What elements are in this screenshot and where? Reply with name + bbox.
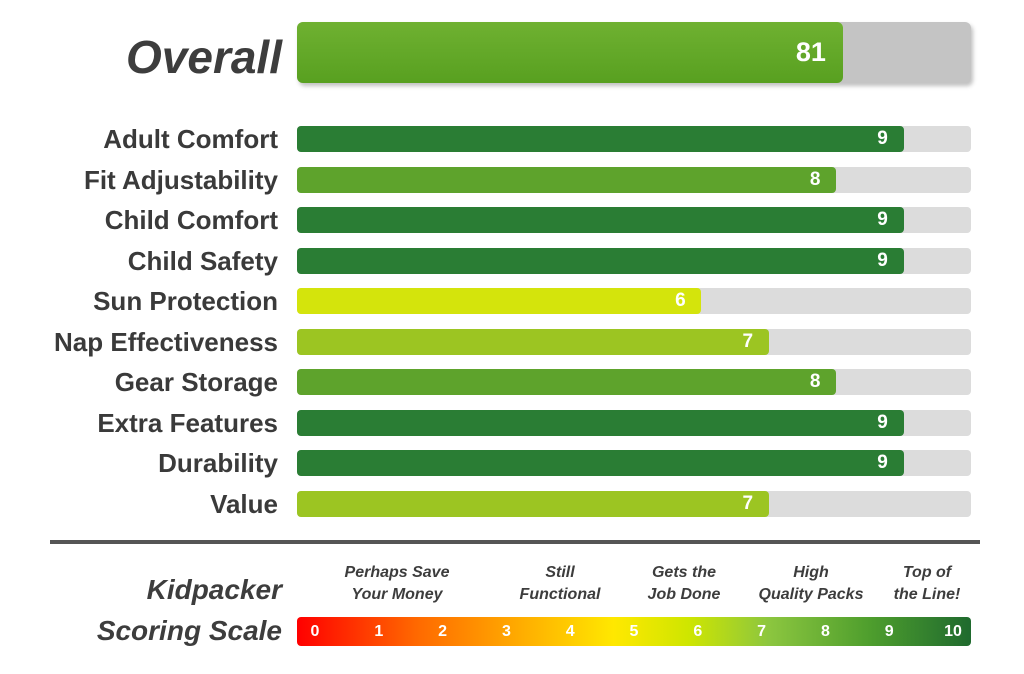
overall-bar-track: 81 (297, 22, 971, 83)
scale-descriptor-line1: Top of (902, 564, 952, 581)
scale-tick-label: 0 (310, 623, 320, 640)
metric-bar-track: 7 (297, 328, 971, 355)
metric-value-label: 9 (877, 452, 888, 473)
scale-tick-label: 2 (438, 623, 448, 640)
metric-bar (297, 166, 837, 193)
scale-descriptor: High Quality Packs (741, 562, 881, 606)
metric-value-label: 9 (877, 209, 888, 230)
metric-bar-track: 9 (297, 126, 971, 152)
metric-bar-track: 8 (297, 166, 971, 193)
metric-label: Sun Protection (93, 286, 278, 316)
metric-bar (297, 450, 904, 476)
scale-tick-label: 9 (884, 623, 894, 640)
metric-bar (297, 288, 702, 314)
scale-tick-label: 5 (629, 623, 639, 640)
scale-descriptor: Perhaps Save Your Money (327, 562, 467, 606)
scale-descriptor-line1: Gets the (651, 564, 716, 581)
scale-tick-label: 3 (501, 623, 511, 640)
metric-value-label: 9 (877, 249, 888, 271)
metric-value-label: 6 (675, 290, 686, 311)
metric-label: Extra Features (97, 407, 278, 438)
scale-tick-label: 7 (757, 623, 767, 640)
scale-tick-label: 4 (565, 623, 575, 640)
metric-bar (297, 409, 904, 436)
metric-value-label: 8 (809, 168, 821, 190)
metric-bar-track: 9 (297, 409, 971, 436)
scale-tick-label: 1 (374, 623, 384, 640)
metric-value-label: 7 (742, 492, 754, 514)
metric-label: Child Safety (127, 245, 278, 276)
metric-label: Adult Comfort (103, 124, 278, 154)
scale-tick-label: 6 (693, 623, 703, 640)
metric-value-label: 8 (809, 371, 821, 392)
metric-label: Fit Adjustability (83, 164, 278, 195)
metric-bar (297, 207, 904, 233)
metric-bar (297, 328, 769, 355)
scale-tick-label: 8 (820, 623, 830, 640)
metric-bar-track: 9 (297, 450, 971, 476)
metric-label: Gear Storage (114, 367, 278, 397)
metric-bar (297, 369, 837, 395)
metric-bar-track: 9 (297, 247, 971, 274)
scale-descriptor: Gets the Job Done (614, 562, 754, 606)
metric-bar-track: 6 (297, 288, 971, 314)
scale-descriptor-line1: High (793, 564, 829, 581)
scoring-scale-bar: 0 1 2 3 4 5 6 7 8 9 10 (297, 617, 971, 646)
metric-value-label: 7 (742, 330, 754, 352)
metric-bar (297, 247, 904, 274)
metric-label: Child Comfort (104, 205, 278, 235)
metric-value-label: 9 (877, 128, 888, 149)
scale-title-line1: Kidpacker (146, 574, 282, 605)
overall-bar-fill (297, 22, 843, 83)
scale-title-line2: Scoring Scale (96, 615, 282, 646)
scale-descriptor-line2: the Line! (893, 586, 961, 603)
metric-label: Nap Effectiveness (54, 326, 278, 357)
metric-bar-track: 8 (297, 369, 971, 395)
metric-bar-track: 7 (297, 490, 971, 517)
scale-descriptor-line2: Your Money (351, 586, 443, 603)
overall-value: 81 (795, 37, 826, 67)
scale-descriptor: Still Functional (490, 562, 630, 606)
metric-bar (297, 490, 769, 517)
divider (50, 540, 980, 544)
scale-descriptor-line1: Perhaps Save (344, 564, 450, 581)
scale-descriptor-line2: Functional (519, 586, 601, 603)
scale-tick-label: 10 (944, 623, 962, 640)
overall-label: Overall (126, 31, 282, 83)
scale-descriptor-line2: Quality Packs (758, 586, 864, 603)
metric-bar (297, 126, 904, 152)
metric-bar-track: 9 (297, 207, 971, 233)
metric-value-label: 9 (877, 411, 888, 433)
scale-descriptor: Top of the Line! (857, 562, 997, 606)
scale-descriptor-line2: Job Done (647, 586, 721, 603)
metric-label: Durability (158, 448, 278, 478)
scale-descriptor-line1: Still (545, 564, 575, 581)
metric-label: Value (210, 488, 278, 519)
